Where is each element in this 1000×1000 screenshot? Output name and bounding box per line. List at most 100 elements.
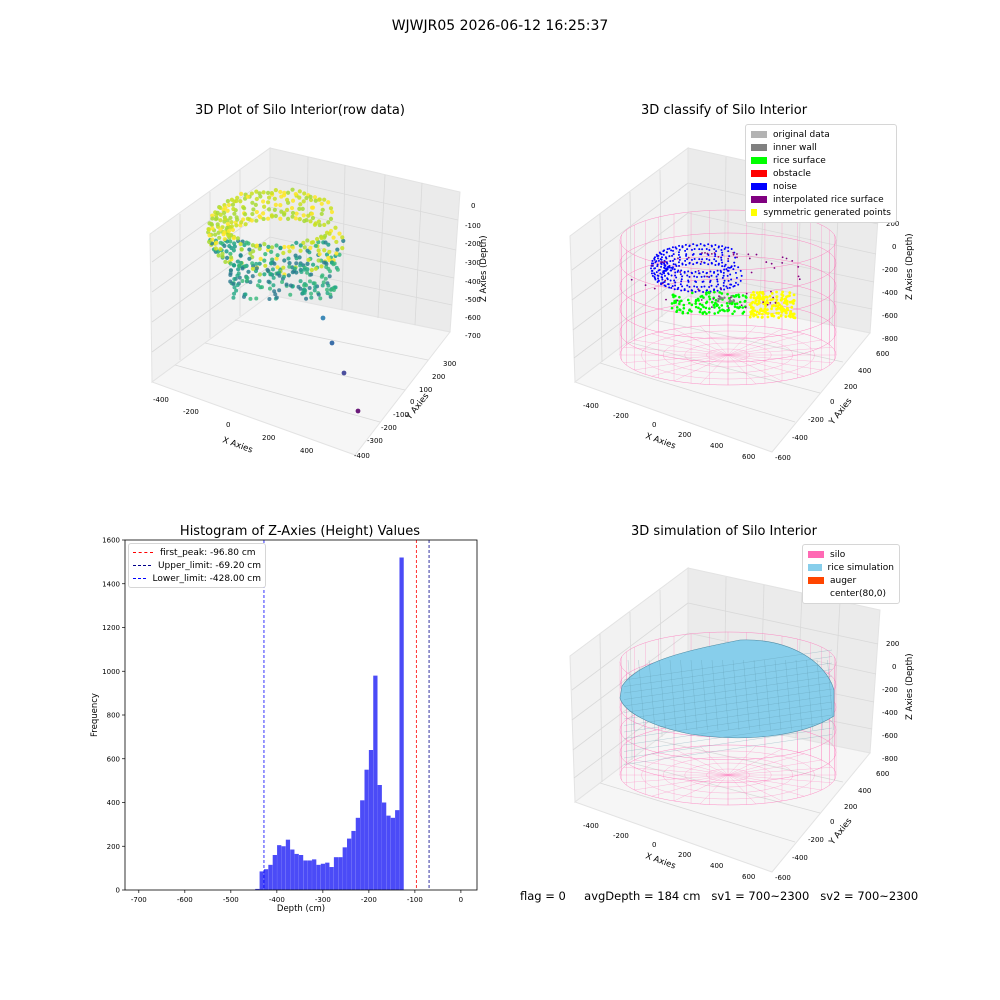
- symmetric-point: [765, 299, 769, 302]
- histogram-bar: [263, 869, 269, 890]
- histogram-bar: [303, 860, 308, 890]
- interpolated-point: [770, 262, 773, 265]
- interpolated-point: [785, 257, 788, 260]
- sim-ztick-1: 0: [892, 663, 896, 671]
- rice-surface-point: [694, 302, 697, 305]
- scatter-point: [300, 206, 305, 212]
- scatter-point: [272, 196, 277, 201]
- wire-floor-spoke: [673, 748, 729, 776]
- rice-surface-point: [708, 297, 712, 301]
- noise-point: [668, 247, 671, 250]
- histogram-bar: [381, 802, 387, 890]
- scatter-point: [305, 261, 310, 266]
- scatter-point: [227, 243, 232, 249]
- histogram-xlabel: Depth (cm): [277, 904, 325, 914]
- histogram-bar: [325, 862, 330, 890]
- noise-point: [677, 269, 680, 272]
- noise-point: [673, 279, 676, 282]
- scatter-point: [326, 283, 331, 288]
- histogram-bar: [277, 845, 282, 890]
- histogram-bar: [338, 857, 343, 890]
- noise-point: [739, 279, 742, 282]
- legend-item-silo: silo: [808, 548, 894, 561]
- scatter-point: [260, 285, 265, 290]
- noise-point: [651, 274, 654, 277]
- symmetric-point: [764, 295, 768, 299]
- wire-floor-spoke: [727, 354, 805, 377]
- symmetric-point: [787, 314, 791, 318]
- wire-floor-spoke: [699, 325, 729, 356]
- mesh-line: [659, 659, 666, 731]
- legend-item-auger: auger: [808, 574, 894, 587]
- x-tick-label: -400: [269, 896, 285, 904]
- mesh-line: [816, 659, 824, 731]
- scatter-point: [278, 202, 283, 208]
- symmetric-point: [780, 310, 784, 314]
- scatter-point: [290, 198, 296, 203]
- scatter-point: [272, 207, 277, 212]
- scatter-point: [220, 251, 225, 256]
- noise-point: [674, 284, 677, 287]
- noise-point: [717, 283, 720, 286]
- scatter-point: [261, 199, 266, 204]
- noise-point: [686, 258, 689, 261]
- y-tick-label: 600: [107, 755, 120, 763]
- symmetric-point: [760, 315, 764, 319]
- noise-point: [721, 276, 724, 279]
- scatter-point: [286, 256, 291, 261]
- scatter-point: [253, 202, 258, 207]
- symmetric-point: [758, 291, 762, 294]
- noise-point: [653, 276, 656, 279]
- scatter-point: [278, 189, 283, 195]
- scatter-point: [302, 283, 307, 288]
- rice-surface-point: [678, 308, 681, 311]
- mesh-line: [623, 675, 833, 707]
- scatter-point: [319, 264, 324, 269]
- scatter-point: [262, 242, 267, 247]
- scatter-point: [316, 219, 322, 224]
- scatter-point: [334, 251, 339, 256]
- scatter-point: [265, 216, 271, 221]
- mesh-line: [623, 682, 833, 713]
- noise-point: [662, 270, 665, 273]
- scatter-point: [262, 204, 267, 209]
- scatter-point: [319, 211, 324, 217]
- noise-point: [699, 243, 702, 246]
- classify-xtick-1: -200: [613, 412, 629, 420]
- noise-point: [723, 265, 726, 268]
- wire-floor-spoke: [634, 759, 729, 776]
- rice-surface-point: [671, 293, 675, 297]
- scatter-point: [254, 209, 259, 215]
- rice-surface-point: [708, 291, 711, 295]
- noise-point: [674, 281, 677, 284]
- noise-point: [705, 272, 708, 275]
- scatter-point: [326, 220, 331, 225]
- scatter-point: [265, 200, 271, 205]
- mesh-line: [701, 659, 708, 731]
- y-tick-label: 200: [107, 843, 120, 851]
- classify-ytick-3: 0: [830, 398, 834, 406]
- raw-ytick-7: -400: [354, 452, 370, 460]
- symmetric-point: [766, 315, 770, 319]
- symmetric-point: [758, 295, 762, 298]
- scatter-point: [235, 195, 240, 200]
- symmetric-point: [761, 309, 765, 313]
- interpolated-point: [755, 253, 758, 256]
- scatter-point: [320, 207, 325, 212]
- interpolated-point: [747, 253, 750, 256]
- interpolated-point: [773, 267, 776, 269]
- scatter-point: [216, 230, 221, 235]
- mesh-line: [623, 701, 833, 733]
- mesh-line: [806, 659, 813, 731]
- inner-wall-point: [719, 296, 722, 299]
- symmetric-point: [760, 312, 764, 316]
- scatter-point: [224, 255, 230, 260]
- scatter-point: [218, 205, 223, 211]
- histogram-bar: [312, 859, 317, 890]
- classify-plot-title: 3D classify of Silo Interior: [640, 103, 808, 118]
- noise-point: [717, 246, 720, 249]
- symmetric-point: [751, 308, 755, 312]
- rice-surface-point: [670, 306, 674, 310]
